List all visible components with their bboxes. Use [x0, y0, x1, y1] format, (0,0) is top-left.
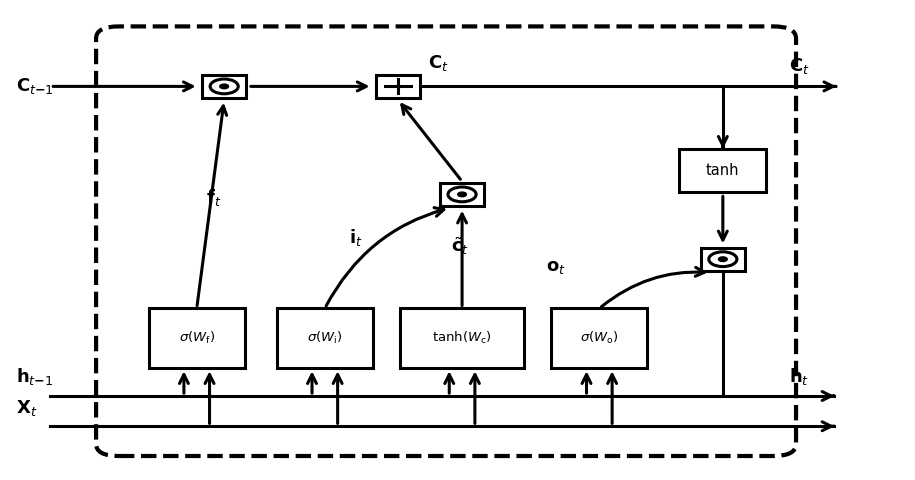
Text: $\sigma(W_\mathrm{o})$: $\sigma(W_\mathrm{o})$	[580, 330, 619, 347]
Text: $\tilde{\mathbf{c}}_t$: $\tilde{\mathbf{c}}_t$	[451, 236, 469, 257]
Bar	[276, 309, 373, 369]
Bar	[202, 75, 246, 98]
Text: $\mathbf{C}_{t\mathbf{-}1}$: $\mathbf{C}_{t\mathbf{-}1}$	[16, 76, 54, 96]
Circle shape	[458, 192, 467, 197]
Text: $\mathbf{C}_t$: $\mathbf{C}_t$	[789, 56, 810, 76]
Text: $\mathbf{f}_t$: $\mathbf{f}_t$	[206, 187, 221, 208]
Circle shape	[220, 84, 229, 89]
Text: $\mathbf{i}_t$: $\mathbf{i}_t$	[349, 227, 362, 248]
Bar	[148, 309, 244, 369]
Text: tanh$(W_\mathrm{c})$: tanh$(W_\mathrm{c})$	[432, 330, 492, 347]
Text: $\mathbf{h}_{t\mathbf{-}1}$: $\mathbf{h}_{t\mathbf{-}1}$	[16, 366, 54, 387]
Bar	[401, 309, 523, 369]
Bar	[701, 248, 745, 271]
Text: $\mathbf{C}_t$: $\mathbf{C}_t$	[428, 53, 449, 73]
Text: tanh: tanh	[706, 163, 739, 178]
Text: $\sigma(W_\mathrm{i})$: $\sigma(W_\mathrm{i})$	[307, 330, 342, 347]
Text: $\mathbf{X}_t$: $\mathbf{X}_t$	[16, 398, 38, 418]
Circle shape	[718, 257, 727, 262]
Bar	[679, 149, 767, 192]
Text: $\mathbf{o}_t$: $\mathbf{o}_t$	[546, 258, 566, 276]
Bar	[551, 309, 647, 369]
Bar	[440, 183, 484, 206]
Text: $\mathbf{h}_t$: $\mathbf{h}_t$	[789, 366, 809, 387]
Text: $\sigma(W_\mathrm{f})$: $\sigma(W_\mathrm{f})$	[178, 330, 215, 347]
Bar	[376, 75, 420, 98]
